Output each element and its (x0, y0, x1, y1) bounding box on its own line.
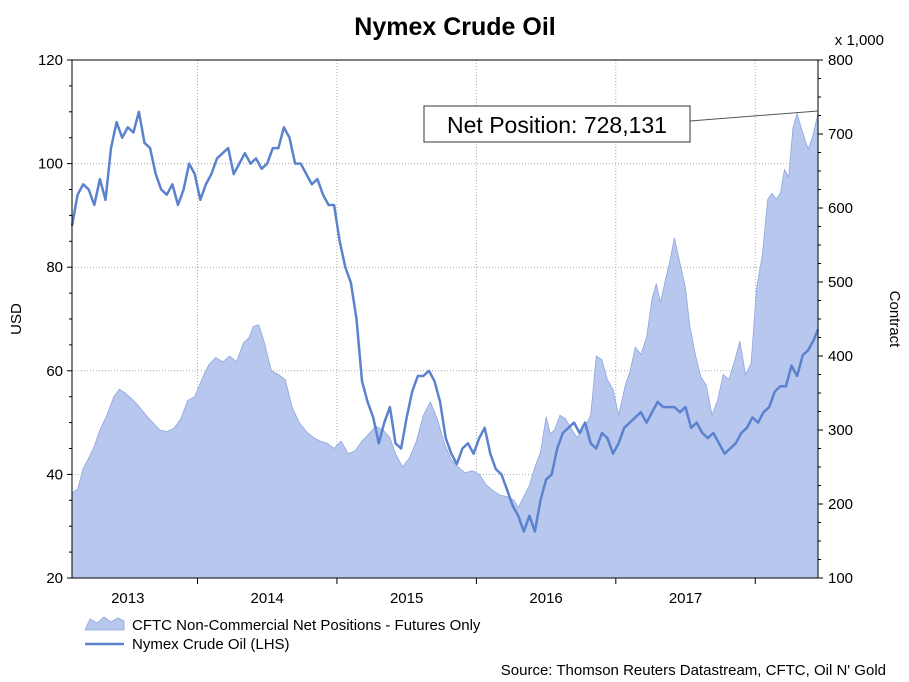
left-tick-label: 60 (46, 363, 63, 380)
legend-swatch-net-positions (84, 616, 125, 631)
left-tick-label: 100 (38, 156, 63, 173)
left-axis-title: USD (8, 303, 25, 335)
net-positions-area (71, 111, 819, 579)
right-axis-unit-note: x 1,000 (835, 32, 884, 49)
right-tick-label: 100 (828, 570, 853, 587)
legend-label-net-positions: CFTC Non-Commercial Net Positions - Futu… (132, 617, 481, 634)
right-tick-label: 700 (828, 126, 853, 143)
left-tick-label: 40 (46, 466, 63, 483)
right-tick-label: 400 (828, 348, 853, 365)
callout-text: Net Position: 728,131 (447, 112, 667, 138)
right-tick-label: 200 (828, 496, 853, 513)
axes: 20 40 60 80 100 120 100 200 300 400 500 600 700 800 20… (38, 52, 853, 607)
right-tick-label: 300 (828, 422, 853, 439)
x-tick-label: 2017 (669, 590, 702, 607)
left-tick-label: 120 (38, 52, 63, 69)
right-tick-label: 500 (828, 274, 853, 291)
crude-oil-line-layer (70, 110, 820, 533)
chart-title: Nymex Crude Oil (354, 13, 555, 41)
source-note: Source: Thomson Reuters Datastream, CFTC… (501, 662, 886, 679)
right-tick-label: 800 (828, 52, 853, 69)
callout-box (423, 105, 691, 143)
right-tick-label: 600 (828, 200, 853, 217)
x-tick-label: 2013 (111, 590, 144, 607)
x-tick-label: 2015 (390, 590, 423, 607)
callout-leader-line (689, 110, 819, 122)
left-tick-label: 80 (46, 259, 63, 276)
legend: CFTC Non-Commercial Net Positions - Futu… (84, 616, 481, 653)
legend-label-crude-oil: Nymex Crude Oil (LHS) (132, 636, 290, 653)
right-axis-title: Contract (886, 291, 903, 349)
x-tick-label: 2014 (251, 590, 284, 607)
x-tick-label: 2016 (529, 590, 562, 607)
left-tick-label: 20 (46, 570, 63, 587)
net-position-callout: Net Position: 728,131 (423, 105, 819, 143)
crude-oil-line (70, 110, 820, 533)
net-positions-area-layer (71, 111, 819, 579)
